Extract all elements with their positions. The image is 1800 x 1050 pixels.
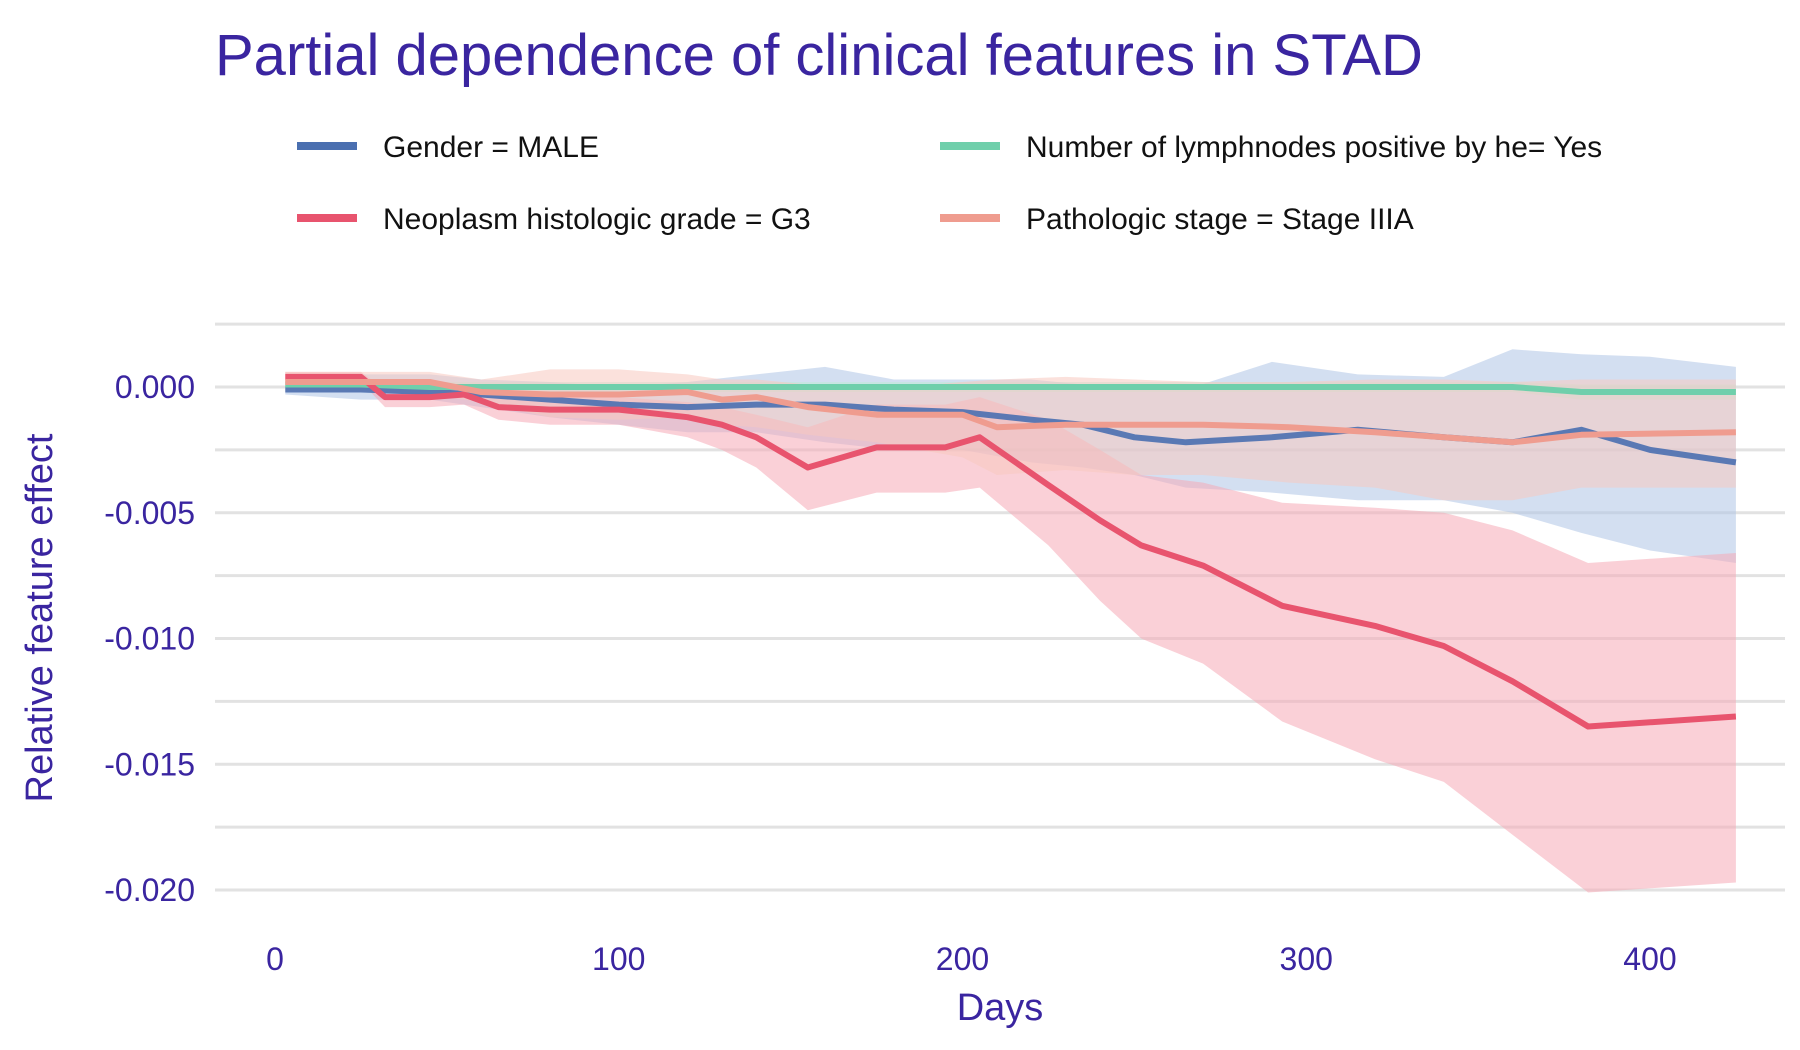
series-lines bbox=[285, 373, 1737, 730]
series-line bbox=[285, 373, 1737, 730]
x-tick-label: 100 bbox=[592, 941, 645, 977]
y-axis-ticks: 0.000 -0.005 -0.010 -0.015 -0.020 bbox=[104, 369, 195, 908]
y-tick-label: 0.000 bbox=[115, 369, 195, 405]
confidence-band bbox=[285, 369, 1736, 501]
legend-label-stage: Pathologic stage = Stage IIIA bbox=[1026, 203, 1414, 236]
x-tick-label: 400 bbox=[1623, 941, 1676, 977]
y-axis-title: Relative feature effect bbox=[19, 433, 61, 802]
chart-title: Partial dependence of clinical features … bbox=[215, 23, 1423, 88]
x-tick-label: 300 bbox=[1280, 941, 1333, 977]
legend-label-gender: Gender = MALE bbox=[383, 131, 599, 164]
x-tick-label: 200 bbox=[936, 941, 989, 977]
confidence-band bbox=[285, 371, 1736, 893]
series-line bbox=[285, 379, 1736, 446]
x-tick-label: 0 bbox=[266, 941, 284, 977]
y-tick-label: -0.005 bbox=[104, 495, 195, 531]
y-tick-label: -0.010 bbox=[104, 621, 195, 657]
series-line bbox=[285, 381, 1736, 395]
y-tick-label: -0.015 bbox=[104, 746, 195, 782]
legend: Gender = MALE Number of lymphnodes posit… bbox=[297, 131, 1602, 236]
x-axis-title: Days bbox=[957, 987, 1044, 1029]
x-axis-ticks: 0 100 200 300 400 bbox=[266, 941, 1677, 977]
legend-label-lymphnodes: Number of lymphnodes positive by he= Yes bbox=[1026, 131, 1602, 164]
y-tick-label: -0.020 bbox=[104, 872, 195, 908]
legend-label-grade: Neoplasm histologic grade = G3 bbox=[383, 203, 811, 236]
confidence-bands bbox=[285, 349, 1736, 893]
